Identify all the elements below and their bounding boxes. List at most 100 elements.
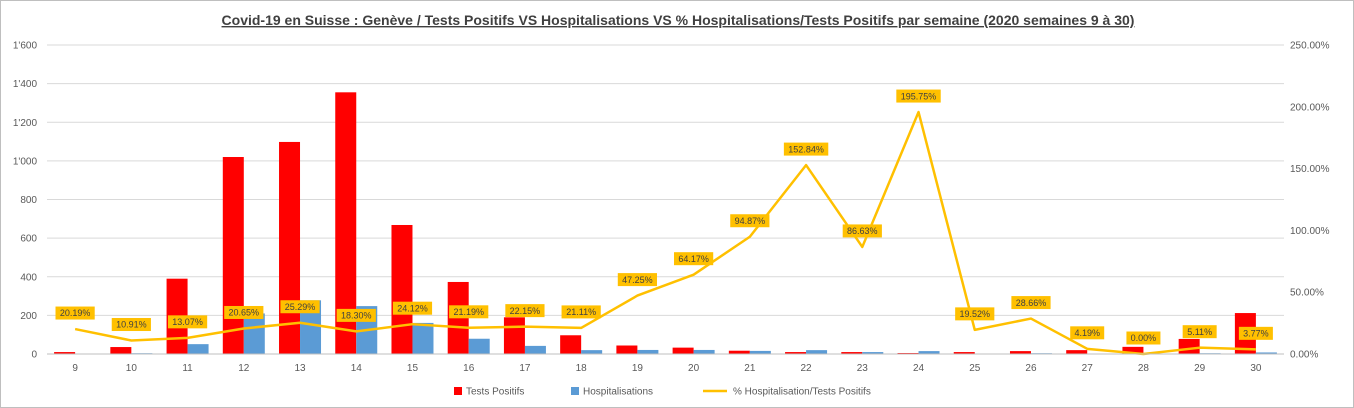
data-label-box	[674, 252, 714, 266]
data-label-text: 3.77%	[1243, 329, 1269, 339]
data-label-text: 10.91%	[116, 320, 147, 330]
data-label: 19.52%	[955, 307, 995, 321]
x-tick-label: 12	[238, 363, 250, 374]
x-tick-label: 9	[72, 363, 78, 374]
data-label: 3.77%	[1238, 326, 1273, 340]
data-label-box	[111, 318, 151, 332]
data-label-box	[55, 306, 95, 320]
data-label-box	[730, 214, 770, 228]
data-label-text: 94.87%	[735, 216, 766, 226]
data-label-box	[1070, 326, 1105, 340]
x-tick-label: 14	[351, 363, 363, 374]
x-tick-label: 25	[969, 363, 981, 374]
x-tick-label: 28	[1138, 363, 1150, 374]
x-tick-label: 10	[126, 363, 138, 374]
tests-positifs-bar	[953, 352, 975, 354]
tests-positifs-bar	[841, 352, 863, 354]
hospitalisations-bar	[862, 352, 884, 354]
data-label: 152.84%	[783, 142, 829, 156]
tests-positifs-bar	[1066, 350, 1088, 354]
data-label-text: 4.19%	[1074, 328, 1100, 338]
data-label-box	[561, 305, 601, 319]
hospitalisations-bar	[1255, 352, 1277, 354]
data-label-text: 195.75%	[901, 91, 937, 101]
data-label-box	[1126, 331, 1161, 345]
hospitalisations-bar	[300, 300, 322, 354]
tests-positifs-bar	[54, 352, 76, 354]
x-tick-label: 16	[463, 363, 475, 374]
data-label-box	[167, 315, 208, 329]
percentage-polyline	[74, 110, 1256, 356]
legend-swatch	[571, 387, 579, 395]
x-tick-label: 19	[632, 363, 644, 374]
data-label-text: 0.00%	[1131, 333, 1157, 343]
data-label: 195.75%	[896, 89, 941, 103]
data-label-box	[1238, 326, 1273, 340]
legend: Tests Positifs Hospitalisations % Hospital…	[454, 387, 871, 398]
x-tick-label: 13	[294, 363, 306, 374]
tests-positifs-bar	[785, 352, 807, 354]
data-label: 64.17%	[674, 252, 714, 266]
data-label-text: 22.15%	[510, 306, 541, 316]
data-label: 28.66%	[1011, 296, 1051, 310]
y-right-tick-label: 250.00%	[1290, 41, 1330, 52]
data-label: 94.87%	[730, 214, 770, 228]
hospitalisations-bar	[524, 345, 546, 354]
y-right-tick-label: 150.00%	[1290, 164, 1330, 175]
legend-swatch	[454, 387, 462, 395]
data-label: 0.00%	[1126, 331, 1161, 345]
x-tick-label: 17	[519, 363, 531, 374]
y-left-tick-label: 800	[20, 195, 37, 206]
legend-label: Tests Positifs	[466, 387, 524, 398]
data-label-text: 20.19%	[60, 308, 91, 318]
data-label: 5.11%	[1182, 325, 1217, 339]
data-label: 10.91%	[111, 318, 151, 332]
chart-title: Covid-19 en Suisse : Genève / Tests Posi…	[222, 12, 1135, 28]
hospitalisations-bar	[187, 344, 209, 354]
data-label: 21.11%	[561, 305, 601, 319]
tests-positifs-bar	[222, 157, 244, 354]
data-label-text: 21.19%	[453, 307, 484, 317]
data-label: 86.63%	[842, 224, 882, 238]
hospitalisations-bar	[412, 322, 434, 354]
x-tick-label: 11	[182, 363, 193, 374]
x-tick-label: 23	[857, 363, 869, 374]
hospitalisations-bar	[243, 313, 265, 354]
x-tick-label: 18	[576, 363, 588, 374]
axes: 0 200 400 600 800 1'000 1'200 1'400 1'600 0.00% 50…	[13, 41, 1330, 375]
x-tick-label: 27	[1082, 363, 1094, 374]
data-label-text: 64.17%	[678, 254, 709, 264]
data-label: 20.19%	[55, 306, 95, 320]
x-tick-label: 24	[913, 363, 925, 374]
data-label: 24.12%	[392, 301, 433, 315]
data-label-text: 152.84%	[788, 144, 824, 154]
data-label-box	[1011, 296, 1051, 310]
data-label-text: 19.52%	[959, 309, 990, 319]
hospitalisations-bar	[637, 349, 659, 354]
tests-positifs-bar	[335, 92, 357, 355]
data-label-box	[224, 305, 264, 319]
tests-positifs-bar	[110, 347, 132, 354]
data-label-text: 47.25%	[622, 275, 653, 285]
x-tick-label: 15	[407, 363, 419, 374]
data-label-text: 25.29%	[285, 302, 316, 312]
data-label-box	[955, 307, 995, 321]
data-label-text: 21.11%	[566, 307, 596, 317]
legend-item-tests-positifs: Tests Positifs	[454, 387, 524, 398]
legend-item-percentage: % Hospitalisation/Tests Positifs	[703, 387, 871, 398]
hospitalisations-bar	[693, 349, 715, 354]
legend-label: Hospitalisations	[583, 387, 653, 398]
data-label: 13.07%	[167, 315, 208, 329]
tests-positifs-bar	[1009, 351, 1031, 354]
data-label-box	[617, 273, 657, 287]
data-label: 4.19%	[1070, 326, 1105, 340]
tests-positifs-bar	[560, 335, 582, 354]
data-label: 21.19%	[449, 305, 489, 319]
legend-label: % Hospitalisation/Tests Positifs	[733, 387, 871, 398]
data-label-text: 28.66%	[1016, 298, 1047, 308]
data-label: 22.15%	[505, 304, 545, 318]
data-label-box	[896, 89, 941, 103]
tests-positifs-bar	[1178, 338, 1200, 354]
